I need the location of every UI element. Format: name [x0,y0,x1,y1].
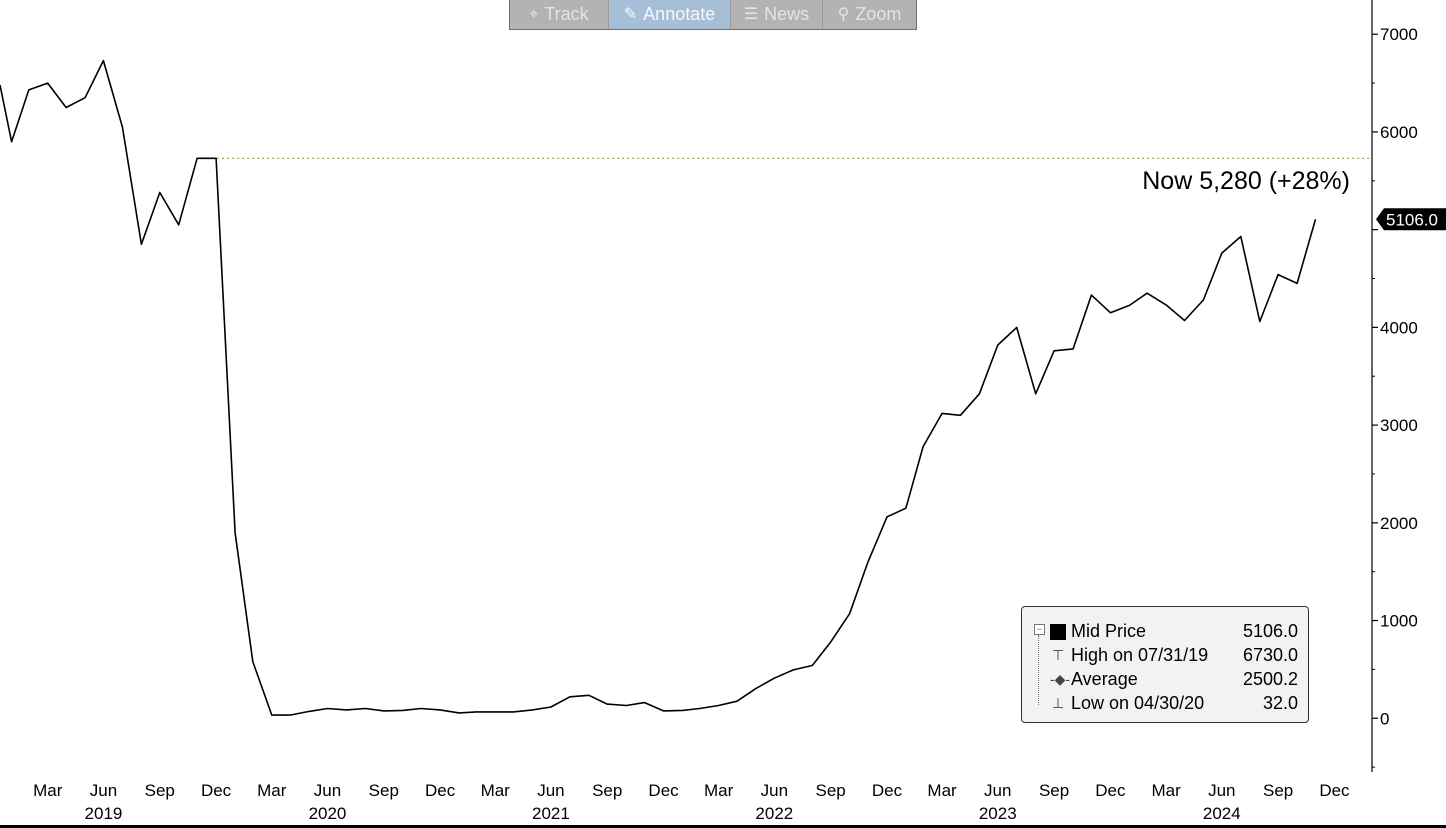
x-month-label: Mar [704,781,734,800]
legend-row-mid-price[interactable]: Mid Price 5106.0 [1022,619,1308,643]
x-year-label: 2019 [85,804,123,823]
x-month-label: Dec [872,781,903,800]
x-month-label: Mar [257,781,287,800]
x-month-label: Sep [592,781,622,800]
x-axis: Mar Jun Sep Dec Mar Jun Sep Dec Mar Jun Sep Dec Mar J… [33,781,1350,823]
mid-price-series-line [0,59,1317,716]
x-year-label: 2023 [979,804,1017,823]
x-month-label: Jun [314,781,341,800]
news-label: News [764,4,810,24]
x-month-label: Sep [1039,781,1069,800]
legend-low-value: 32.0 [1262,693,1298,713]
y-tick-label: 7000 [1380,25,1418,44]
legend-row-low[interactable]: ⊥ Low on 04/30/20 32.0 [1022,691,1308,715]
x-month-label: Jun [1208,781,1235,800]
x-month-label: Mar [927,781,957,800]
legend-high-value: 6730.0 [1242,645,1298,665]
collapse-toggle-icon[interactable]: − [1034,624,1045,635]
legend-low-label: Low on 04/30/20 [1071,693,1205,713]
chart-legend: − Mid Price 5106.0 ⊤ High on 07/31/19 67… [1021,606,1309,723]
legend-mid-price-label: Mid Price [1071,621,1147,641]
x-month-label: Sep [816,781,846,800]
y-tick-label: 2000 [1380,514,1418,533]
legend-mid-price-value: 5106.0 [1242,621,1298,641]
legend-average-value: 2500.2 [1242,669,1298,689]
x-year-label: 2021 [532,804,570,823]
x-month-label: Dec [425,781,456,800]
x-year-label: 2022 [755,804,793,823]
now-annotation: Now 5,280 (+28%) [1142,167,1350,195]
mid-price-swatch-icon [1050,624,1066,640]
legend-row-high[interactable]: ⊤ High on 07/31/19 6730.0 [1022,643,1308,667]
last-price-tag-background [1376,208,1446,231]
x-month-label: Sep [145,781,175,800]
x-month-label: Sep [1263,781,1293,800]
annotate-button[interactable]: ✎ Annotate [609,0,731,29]
x-month-label: Dec [1095,781,1126,800]
y-tick-label: 3000 [1380,416,1418,435]
x-month-label: Jun [984,781,1011,800]
legend-row-average[interactable]: -◆- Average 2500.2 [1022,667,1308,691]
y-tick-label: 0 [1380,709,1389,728]
x-month-label: Sep [369,781,399,800]
news-icon: ☰ [743,5,759,23]
news-button[interactable]: ☰ News [731,0,823,29]
y-tick-label: 6000 [1380,123,1418,142]
x-month-label: Dec [201,781,232,800]
x-year-label: 2024 [1203,804,1241,823]
track-button[interactable]: ⌖ Track [510,0,609,29]
y-tick-label: 4000 [1380,318,1418,337]
x-year-label: 2020 [309,804,347,823]
low-marker-icon: ⊥ [1051,695,1065,711]
y-tick-label: 1000 [1380,612,1418,631]
legend-tree-line [1038,635,1040,705]
chart-toolbar: ⌖ Track ✎ Annotate ☰ News ⚲ Zoom [509,0,917,30]
magnifier-icon: ⚲ [837,5,850,23]
x-month-label: Dec [1319,781,1350,800]
crosshair-icon: ⌖ [529,5,539,23]
last-price-tag: 5106.0 [1376,208,1446,231]
legend-high-label: High on 07/31/19 [1071,645,1209,665]
last-price-tag-label: 5106.0 [1386,210,1438,229]
average-marker-icon: -◆- [1050,671,1071,687]
x-month-label: Jun [537,781,564,800]
legend-average-label: Average [1071,669,1138,689]
pencil-icon: ✎ [623,5,638,23]
zoom-label: Zoom [855,4,902,24]
x-month-label: Mar [481,781,511,800]
x-month-label: Mar [33,781,63,800]
y-axis: 0 1000 2000 3000 4000 6000 7000 [1371,0,1418,772]
zoom-button[interactable]: ⚲ Zoom [823,0,916,29]
high-marker-icon: ⊤ [1051,647,1065,663]
track-label: Track [544,4,589,24]
x-month-label: Jun [761,781,788,800]
x-month-label: Dec [648,781,679,800]
annotate-label: Annotate [643,4,716,24]
x-month-label: Jun [90,781,117,800]
x-month-label: Mar [1151,781,1181,800]
